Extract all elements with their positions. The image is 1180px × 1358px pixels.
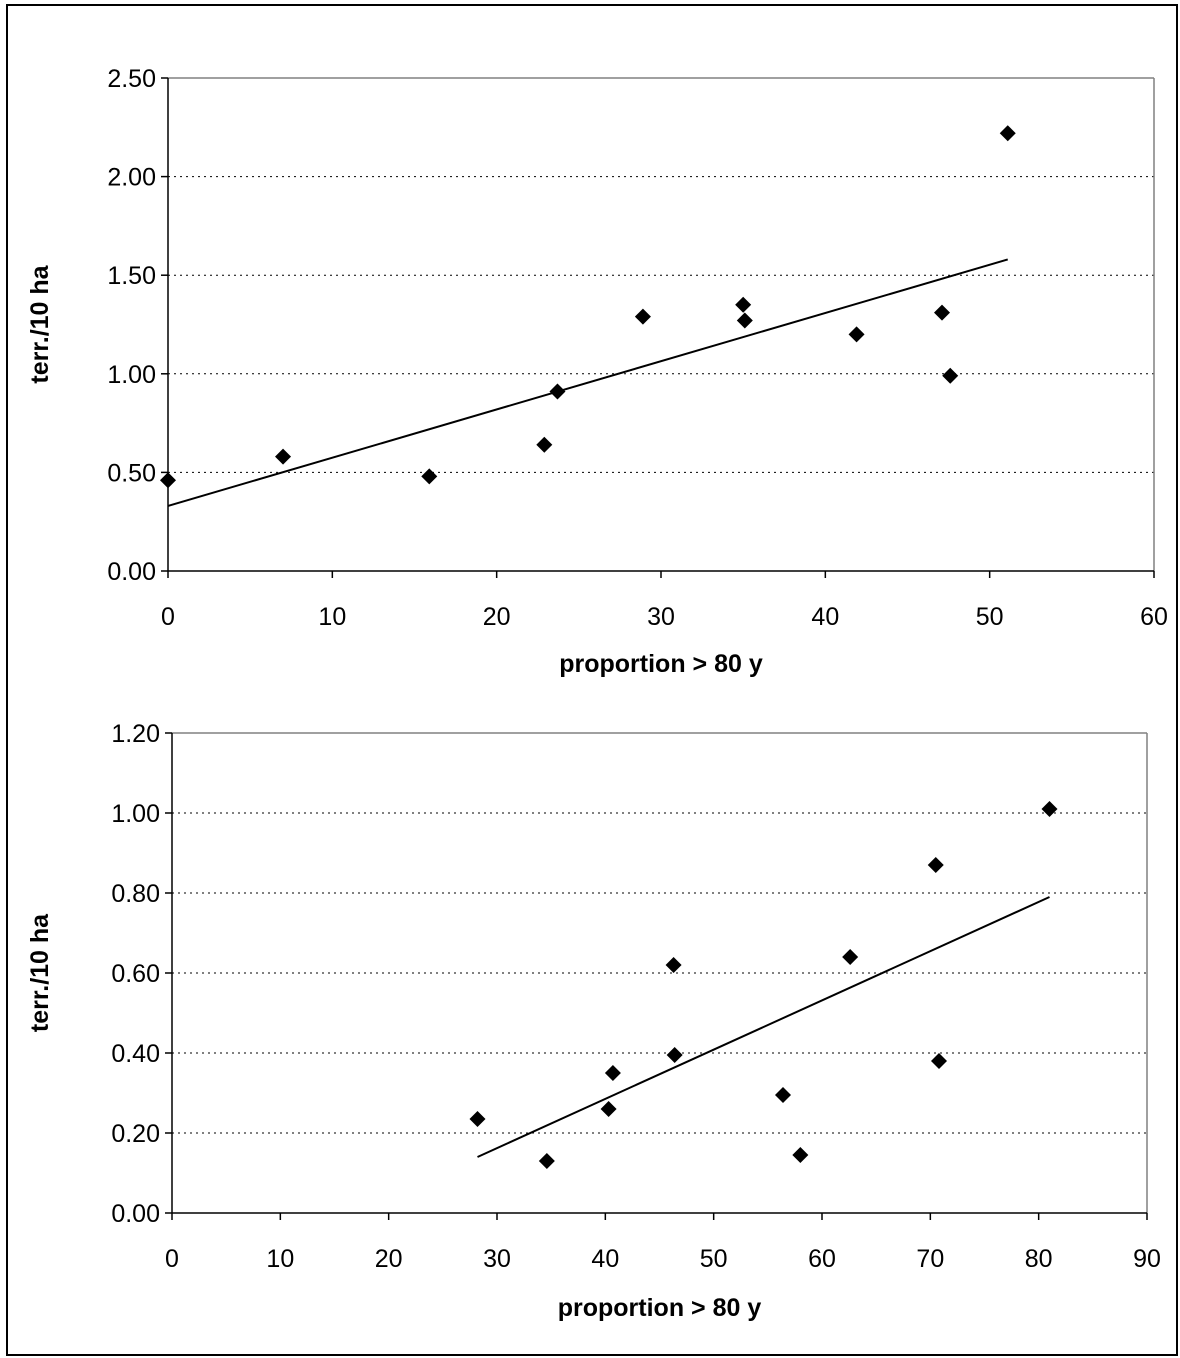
chart-2-point-6 — [775, 1087, 791, 1103]
chart-2-axes — [165, 732, 1148, 1220]
chart-2-x-tick-label-3: 30 — [483, 1245, 511, 1273]
chart-1-point-6 — [735, 296, 752, 313]
chart-1-x-tick-label-6: 60 — [1140, 603, 1168, 631]
chart-1-x-tick-labels: 0 10 20 30 40 50 60 — [161, 603, 1168, 631]
chart-1-point-2 — [421, 468, 438, 485]
chart-1-y-tick-label-0: 0.00 — [107, 558, 156, 586]
chart-1-x-tick-label-4: 40 — [811, 603, 839, 631]
chart-1-point-8 — [848, 326, 865, 343]
chart-2-y-tick-labels: 0.00 0.20 0.40 0.60 0.80 1.00 1.20 — [111, 720, 160, 1228]
chart-1-x-tick-label-2: 20 — [483, 603, 511, 631]
chart-2-x-tick-label-8: 80 — [1025, 1245, 1053, 1273]
chart-2-point-8 — [842, 949, 859, 965]
chart-2-x-tick-label-9: 90 — [1133, 1245, 1161, 1273]
chart-1-y-tick-labels: 0.00 0.50 1.00 1.50 2.00 2.50 — [107, 65, 156, 586]
chart-2-x-tick-label-5: 50 — [700, 1245, 728, 1273]
chart-2-y-tick-label-4: 0.80 — [111, 880, 160, 908]
chart-1-x-tick-label-3: 30 — [647, 603, 675, 631]
chart-1-y-tick-label-1: 0.50 — [107, 459, 156, 487]
chart-2-trendline — [477, 896, 1050, 1158]
chart-2-points — [469, 801, 1058, 1169]
chart-1-point-0 — [160, 472, 176, 489]
chart-1-point-10 — [942, 367, 959, 384]
chart-1-y-axis-title: terr./10 ha — [26, 264, 54, 383]
chart-2-point-0 — [469, 1111, 486, 1127]
chart-2-x-axis-title: proportion > 80 y — [558, 1294, 762, 1322]
chart-1-x-tick-label-0: 0 — [161, 603, 175, 631]
chart-2-x-tick-labels: 0 10 20 30 40 50 60 70 80 90 — [165, 1245, 1161, 1273]
chart-1-point-3 — [536, 436, 553, 453]
chart-2-y-tick-label-3: 0.60 — [111, 960, 160, 988]
chart-2-gridlines — [172, 732, 1147, 1134]
chart-2-point-7 — [792, 1147, 809, 1163]
chart-1-y-tick-label-3: 1.50 — [107, 262, 156, 290]
chart-1-point-5 — [634, 308, 651, 325]
chart-1-point-4 — [549, 383, 566, 400]
chart-2-point-9 — [927, 857, 944, 873]
chart-1-trendline-group — [167, 258, 1009, 507]
chart-2-y-tick-label-2: 0.40 — [111, 1040, 160, 1068]
chart-1-y-tick-label-5: 2.50 — [107, 65, 156, 93]
chart-2-y-tick-label-1: 0.20 — [111, 1120, 160, 1148]
chart-2-x-tick-label-6: 60 — [808, 1245, 836, 1273]
chart-2-point-4 — [665, 957, 682, 973]
chart-1-x-axis-title: proportion > 80 y — [559, 650, 763, 678]
chart-2-point-3 — [604, 1065, 621, 1081]
chart-2-y-tick-label-0: 0.00 — [111, 1200, 160, 1228]
chart-1-axes — [161, 77, 1155, 578]
chart-2-x-tick-label-2: 20 — [375, 1245, 403, 1273]
chart-1-x-tick-label-1: 10 — [318, 603, 346, 631]
chart-2-y-tick-label-5: 1.00 — [111, 800, 160, 828]
chart-1-x-tick-label-5: 50 — [976, 603, 1004, 631]
chart-1-point-9 — [934, 304, 951, 321]
chart-2: 0.00 0.20 0.40 0.60 0.80 1.00 1.20 0 10 20 30 40 50… — [26, 720, 1161, 1322]
chart-2-point-2 — [600, 1101, 617, 1117]
chart-2-y-axis-title: terr./10 ha — [26, 913, 54, 1032]
chart-2-y-tick-label-6: 1.20 — [111, 720, 160, 748]
chart-1-points — [160, 125, 1016, 489]
chart-1: 0.00 0.50 1.00 1.50 2.00 2.50 0 10 20 30 40 50 60 p… — [26, 65, 1168, 678]
chart-1-point-1 — [275, 448, 292, 465]
chart-1-point-11 — [999, 125, 1016, 142]
chart-1-y-tick-label-2: 1.00 — [107, 361, 156, 389]
chart-2-point-10 — [931, 1053, 947, 1069]
chart-2-x-tick-label-0: 0 — [165, 1245, 179, 1273]
chart-2-point-1 — [538, 1153, 555, 1169]
chart-1-point-7 — [736, 312, 753, 329]
chart-2-x-tick-label-4: 40 — [591, 1245, 619, 1273]
chart-1-y-tick-label-4: 2.00 — [107, 164, 156, 192]
chart-2-trendline-group — [477, 896, 1050, 1158]
figure-frame — [6, 4, 1178, 1356]
chart-2-x-tick-label-7: 70 — [916, 1245, 944, 1273]
chart-2-point-5 — [666, 1047, 683, 1063]
chart-2-x-tick-label-1: 10 — [266, 1245, 294, 1273]
chart-2-point-11 — [1041, 801, 1058, 817]
chart-1-trendline — [167, 258, 1009, 507]
